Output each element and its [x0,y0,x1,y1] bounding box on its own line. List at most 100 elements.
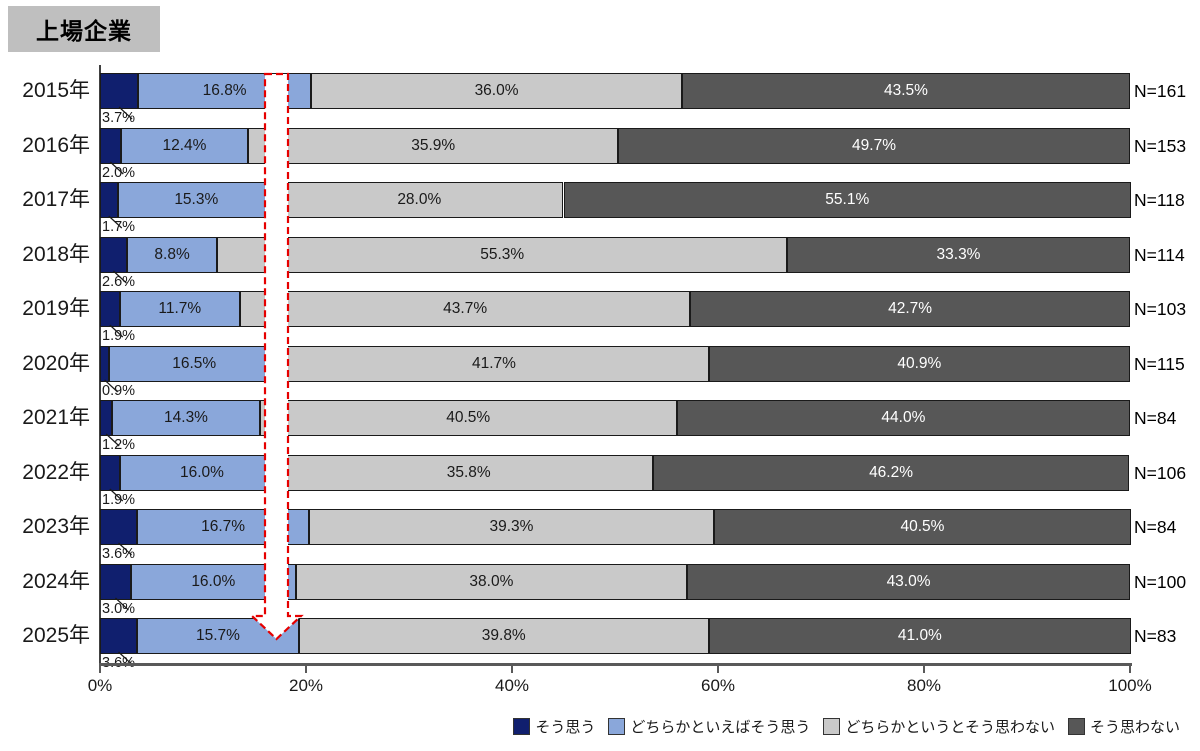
year-label: 2022年 [22,460,90,484]
bar-segment-strongly-agree [100,509,138,545]
bar-segment-lean-agree: 16.0% [130,563,296,600]
label-leader-line [118,651,132,665]
bar-segment-lean-agree: 14.3% [112,400,260,436]
label-leader-line [112,270,127,283]
year-label: 2025年 [22,624,90,647]
x-axis-tick [717,666,719,673]
bar-segment-disagree: 55.1% [563,182,1132,218]
bar-segment-lean-agree: 15.3% [117,182,276,218]
bar-segment-lean-disagree: 40.5% [259,400,677,436]
n-count-label: N=115 [1134,353,1185,374]
bar-segment-lean-disagree: 28.0% [275,182,564,218]
year-label: 2020年 [22,351,90,375]
bar-row: 12.4% 35.9% 49.7% [100,127,1130,164]
year-label: 2021年 [22,406,90,429]
n-count-label: N=118 [1134,190,1185,210]
bar-segment-lean-disagree: 39.8% [298,618,709,654]
year-label: 2019年 [22,297,90,320]
bar-row: 15.7% 39.8% 41.0% [100,618,1132,654]
legend-swatch-strongly-agree [513,718,531,735]
bar-segment-lean-disagree: 35.9% [248,127,619,164]
legend-swatch-lean-agree [608,718,626,735]
n-count-label: N=84 [1134,408,1177,428]
legend-swatch-lean-disagree [823,718,841,735]
bar-segment-lean-agree: 16.5% [109,345,280,382]
bar-row: 16.0% 38.0% 43.0% [100,563,1130,600]
x-axis-tick-label: 100% [1108,676,1152,695]
bar-segment-lean-agree: 12.4% [120,127,249,164]
legend-item-disagree: そう思わない [1067,716,1180,737]
x-axis-tick-label: 0% [87,676,113,695]
legend-label: どちらかといえばそう思う [630,719,811,736]
bar-segment-lean-disagree: 41.7% [279,345,709,382]
bar-segment-disagree: 41.0% [708,618,1132,654]
strongly-agree-value-label: 1.9% [102,328,136,344]
label-leader-line [109,161,124,174]
label-leader-line [115,597,129,610]
strongly-agree-value-label: 2.0% [102,164,136,181]
bar-segment-disagree: 49.7% [618,127,1130,164]
bar-segment-lean-disagree: 43.7% [240,291,691,327]
bar-segment-lean-disagree: 36.0% [311,73,682,109]
bar-row: 16.0% 35.8% 46.2% [100,454,1130,491]
bar-segment-disagree: 43.0% [687,563,1130,600]
strongly-agree-value-label: 1.9% [102,491,136,508]
x-axis-line [99,663,1132,666]
bar-segment-lean-agree: 16.7% [137,509,310,545]
year-label: 2016年 [22,133,90,157]
n-count-label: N=84 [1134,517,1177,537]
x-axis-tick [305,666,307,673]
bar-segment-strongly-agree [100,454,120,491]
legend-label: どちらかというとそう思わない [845,719,1055,736]
n-count-label: N=114 [1134,244,1185,265]
bar-segment-strongly-agree [100,400,113,436]
bar-segment-lean-disagree: 55.3% [217,236,787,273]
x-axis-tick-label: 40% [494,676,530,695]
legend-label: そう思わない [1089,719,1180,736]
bar-segment-lean-agree: 15.7% [137,618,299,654]
x-axis-tick-label: 80% [906,676,942,695]
legend-item-lean-agree: どちらかといえばそう思う [608,716,810,737]
strongly-agree-value-label: 1.7% [102,219,136,235]
strongly-agree-value-label: 3.0% [102,600,136,617]
bar-segment-disagree: 40.9% [708,345,1130,382]
bar-row: 16.8% 36.0% 43.5% [100,73,1130,109]
x-axis-tick-label: 20% [288,676,324,695]
bar-segment-lean-agree: 11.7% [119,291,241,327]
label-leader-line [109,488,124,501]
legend-item-lean-disagree: どちらかというとそう思わない [823,716,1055,737]
label-leader-line [108,215,123,229]
n-count-label: N=106 [1134,462,1187,483]
bar-segment-strongly-agree [100,345,110,382]
bar-segment-lean-disagree: 38.0% [295,563,688,600]
bar-segment-lean-disagree: 35.8% [284,454,654,491]
bar-segment-strongly-agree [100,291,120,327]
bar-row: 14.3% 40.5% 44.0% [100,400,1130,436]
bar-segment-lean-agree: 16.8% [138,73,312,109]
bar-segment-strongly-agree [100,182,118,218]
bar-row: 16.5% 41.7% 40.9% [100,345,1130,382]
year-label: 2015年 [22,79,90,102]
bar-row: 15.3% 28.0% 55.1% [100,182,1132,218]
n-count-label: N=161 [1134,81,1187,101]
x-axis-tick-label: 60% [700,676,736,695]
bar-segment-disagree: 33.3% [787,236,1130,273]
year-label: 2017年 [22,188,90,211]
bar-row: 16.7% 39.3% 40.5% [100,509,1132,545]
x-axis-tick [511,666,513,673]
bar-segment-disagree: 46.2% [653,454,1129,491]
legend: そう思う どちらかといえばそう思う どちらかというとそう思わない そう思わない [513,716,1180,737]
strongly-agree-value-label: 2.6% [102,273,136,290]
bar-row: 11.7% 43.7% 42.7% [100,291,1130,327]
year-label: 2023年 [22,515,90,538]
n-count-label: N=83 [1134,626,1177,646]
x-axis-tick [1129,666,1131,673]
title-badge: 上場企業 [8,6,160,52]
bar-segment-strongly-agree [100,236,127,273]
label-leader-line [104,379,119,392]
bar-segment-disagree: 44.0% [676,400,1130,436]
plot-area: 16.8% 36.0% 43.5% 3.7% 12.4% 35.9% 49.7% 2.0% 15… [100,65,1132,671]
label-leader-line [118,106,133,120]
bar-segment-lean-disagree: 39.3% [309,509,714,545]
